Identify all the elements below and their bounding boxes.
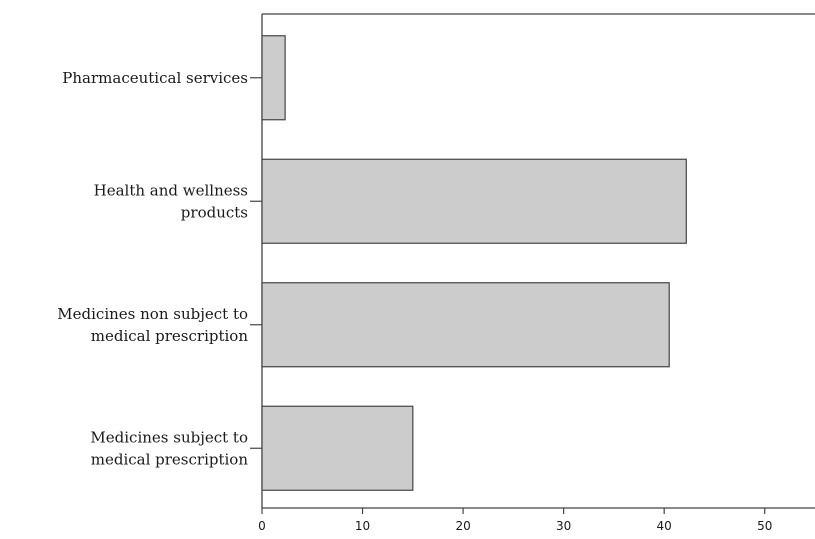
- category-label: Pharmaceutical services: [62, 69, 248, 87]
- bar-2: [261, 158, 687, 244]
- category-label-line: Health and wellness: [94, 181, 248, 199]
- x-tick-label: 30: [556, 519, 571, 533]
- category-label-line: products: [181, 203, 248, 221]
- category-label-line: Medicines subject to: [90, 428, 248, 446]
- bars-group: [261, 35, 687, 491]
- bar-4: [261, 405, 414, 491]
- x-tick-label: 0: [258, 519, 266, 533]
- x-tick-label: 10: [355, 519, 370, 533]
- category-labels: Pharmaceutical services Health and wellne…: [57, 69, 248, 469]
- bar-3: [261, 282, 670, 368]
- x-axis: 0 10 20 30 40 50: [258, 508, 772, 533]
- category-label: Health and wellness products: [94, 181, 248, 221]
- x-tick-label: 40: [657, 519, 672, 533]
- category-label-line: Pharmaceutical services: [62, 69, 248, 87]
- category-label-line: medical prescription: [91, 327, 249, 345]
- category-label: Medicines non subject to medical prescrip…: [57, 305, 248, 345]
- bar-1: [261, 35, 286, 121]
- category-label-line: Medicines non subject to: [57, 305, 248, 323]
- x-tick-label: 20: [455, 519, 470, 533]
- x-tick-label: 50: [757, 519, 772, 533]
- category-label: Medicines subject to medical prescription: [90, 428, 248, 468]
- category-label-line: medical prescription: [91, 450, 249, 468]
